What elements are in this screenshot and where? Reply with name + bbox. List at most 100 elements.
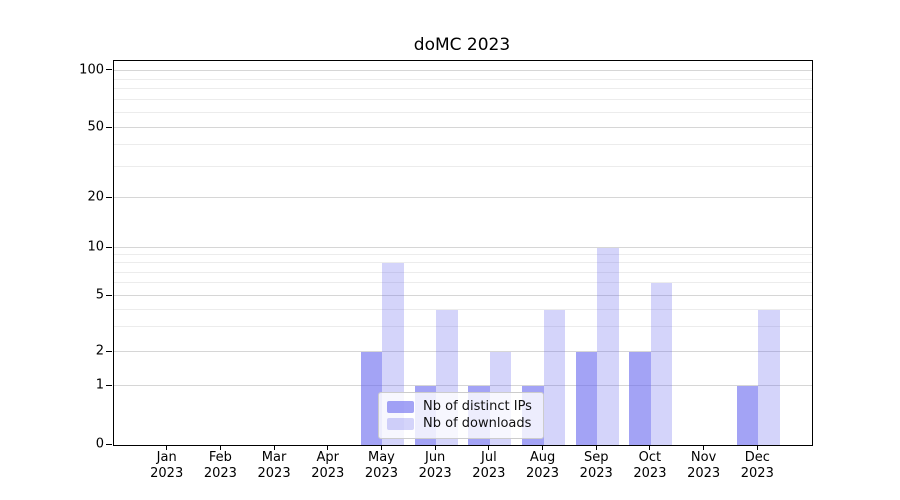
y-tick-label: 20 bbox=[87, 189, 104, 205]
y-tick bbox=[106, 443, 112, 445]
x-tick-label-year: 2023 bbox=[257, 466, 291, 481]
y-tick bbox=[106, 246, 112, 248]
x-tick-label: Mar 2023 bbox=[258, 450, 291, 482]
plot-area bbox=[113, 60, 813, 446]
x-tick-label-month: Jan bbox=[156, 450, 177, 465]
x-tick-label-month: Jun bbox=[424, 450, 446, 465]
x-tick-label: Apr 2023 bbox=[311, 450, 344, 482]
x-tick-label: Jan 2023 bbox=[150, 450, 183, 482]
legend-label-distinct-ips: Nb of distinct IPs bbox=[423, 398, 532, 414]
x-tick bbox=[649, 445, 651, 450]
x-tick-label-month: Oct bbox=[638, 450, 662, 465]
x-tick bbox=[327, 445, 329, 450]
x-tick bbox=[219, 445, 221, 450]
x-tick-label-year: 2023 bbox=[311, 466, 345, 481]
legend-swatch-downloads bbox=[387, 418, 414, 431]
gridline-minor bbox=[114, 88, 812, 90]
bar-distinct-ips-dec bbox=[736, 386, 759, 445]
y-tick-label: 2 bbox=[95, 343, 104, 359]
x-tick-label-month: May bbox=[368, 450, 395, 465]
bar-downloads-aug bbox=[543, 309, 566, 445]
x-tick-label: Feb 2023 bbox=[204, 450, 237, 482]
y-tick bbox=[106, 69, 112, 71]
y-tick bbox=[106, 350, 112, 352]
gridline-minor bbox=[114, 262, 812, 264]
x-tick-label: Aug 2023 bbox=[526, 450, 559, 482]
chart-title: doMC 2023 bbox=[413, 35, 511, 55]
x-tick-label-year: 2023 bbox=[364, 466, 398, 481]
bar-distinct-ips-sep bbox=[575, 352, 598, 445]
gridline-major bbox=[114, 385, 812, 387]
x-tick-label-month: Sep bbox=[583, 450, 609, 465]
x-tick-label-year: 2023 bbox=[150, 466, 184, 481]
gridline-major bbox=[114, 247, 812, 249]
gridline-major bbox=[114, 197, 812, 199]
gridline-major bbox=[114, 295, 812, 297]
gridline-minor bbox=[114, 112, 812, 114]
y-tick-label: 50 bbox=[87, 119, 104, 135]
x-tick-label: May 2023 bbox=[365, 450, 398, 482]
x-tick-label-month: Nov bbox=[690, 450, 717, 465]
x-tick bbox=[756, 445, 758, 450]
x-tick-label: Nov 2023 bbox=[687, 450, 720, 482]
legend-label-downloads: Nb of downloads bbox=[423, 416, 532, 432]
gridline-minor bbox=[114, 308, 812, 310]
gridline-minor bbox=[114, 166, 812, 168]
x-tick bbox=[273, 445, 275, 450]
bar-downloads-sep bbox=[597, 248, 619, 445]
x-tick-label-year: 2023 bbox=[525, 466, 560, 481]
y-tick bbox=[106, 294, 112, 296]
x-tick-label-month: Mar bbox=[261, 450, 287, 465]
x-tick bbox=[595, 445, 597, 450]
x-tick-label: Dec 2023 bbox=[741, 450, 774, 482]
gridline-major bbox=[114, 69, 812, 71]
gridline-minor bbox=[114, 271, 812, 273]
x-tick bbox=[434, 445, 436, 450]
y-tick bbox=[106, 196, 112, 198]
x-tick-label-month: Apr bbox=[316, 450, 340, 465]
x-tick-label-year: 2023 bbox=[740, 466, 774, 481]
gridline-minor bbox=[114, 282, 812, 284]
legend-item-distinct-ips: Nb of distinct IPs bbox=[387, 398, 535, 414]
x-tick-label-month: Jul bbox=[481, 450, 497, 465]
y-tick-label: 10 bbox=[87, 239, 104, 255]
gridline-minor bbox=[114, 144, 812, 146]
x-tick-label-year: 2023 bbox=[633, 466, 667, 481]
y-tick-label: 5 bbox=[95, 287, 104, 303]
y-tick bbox=[106, 384, 112, 386]
x-tick-label: Sep 2023 bbox=[580, 450, 613, 482]
gridline-major bbox=[114, 351, 812, 353]
x-tick-label-year: 2023 bbox=[472, 466, 506, 481]
gridline-minor bbox=[114, 254, 812, 256]
x-tick-label-year: 2023 bbox=[579, 466, 613, 481]
x-tick-label: Jun 2023 bbox=[419, 450, 452, 482]
bar-distinct-ips-may bbox=[360, 352, 383, 445]
y-tick-label: 100 bbox=[79, 62, 104, 78]
gridline-major bbox=[114, 127, 812, 129]
bar-distinct-ips-oct bbox=[629, 352, 651, 445]
y-tick-label: 0 bbox=[95, 436, 104, 452]
x-tick-label-month: Aug bbox=[529, 450, 556, 465]
x-tick-label-year: 2023 bbox=[418, 466, 452, 481]
x-tick bbox=[380, 445, 382, 450]
y-tick bbox=[106, 126, 112, 128]
bar-downloads-oct bbox=[650, 283, 673, 445]
x-tick bbox=[542, 445, 544, 450]
gridline-minor bbox=[114, 99, 812, 101]
gridline-minor bbox=[114, 78, 812, 80]
x-tick-label-month: Feb bbox=[208, 450, 232, 465]
x-tick bbox=[703, 445, 705, 450]
legend-swatch-distinct-ips bbox=[387, 400, 414, 413]
x-tick-label-year: 2023 bbox=[687, 466, 721, 481]
x-tick-label-year: 2023 bbox=[203, 466, 237, 481]
x-tick bbox=[166, 445, 168, 450]
x-tick bbox=[488, 445, 490, 450]
gridline-minor bbox=[114, 326, 812, 328]
legend: Nb of distinct IPs Nb of downloads bbox=[378, 392, 544, 439]
legend-item-downloads: Nb of downloads bbox=[387, 417, 535, 431]
x-tick-label: Oct 2023 bbox=[633, 450, 666, 482]
y-tick-label: 1 bbox=[95, 377, 104, 393]
x-tick-label-month: Dec bbox=[744, 450, 770, 465]
x-tick-label: Jul 2023 bbox=[472, 450, 505, 482]
